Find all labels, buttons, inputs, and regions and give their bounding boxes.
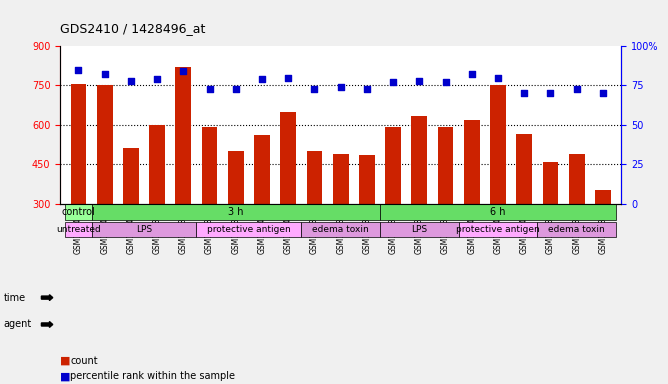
Point (204, 86, 215, 92)
Bar (595, 190, 611, 282)
Bar (149, 125, 165, 282)
FancyBboxPatch shape (196, 222, 301, 237)
FancyBboxPatch shape (92, 222, 196, 237)
Point (545, 90, 556, 96)
Bar (516, 134, 532, 282)
Point (440, 79, 451, 85)
Bar (542, 162, 558, 282)
Text: count: count (70, 356, 98, 366)
Text: agent: agent (3, 319, 31, 329)
Bar (359, 155, 375, 282)
Text: GDS2410 / 1428496_at: GDS2410 / 1428496_at (60, 22, 206, 35)
Point (100, 71, 110, 78)
Bar (464, 119, 480, 282)
FancyBboxPatch shape (537, 222, 616, 237)
Text: control: control (61, 207, 96, 217)
FancyBboxPatch shape (380, 222, 459, 237)
Bar (176, 67, 191, 282)
Bar (307, 151, 323, 282)
Text: protective antigen: protective antigen (456, 225, 540, 234)
Text: ■: ■ (60, 371, 71, 381)
Text: 6 h: 6 h (490, 207, 506, 217)
Bar (254, 135, 270, 282)
Bar (333, 154, 349, 282)
Point (230, 86, 241, 92)
Bar (281, 112, 296, 282)
FancyBboxPatch shape (92, 204, 380, 220)
Point (126, 78, 136, 84)
Point (335, 84, 346, 90)
Text: protective antigen: protective antigen (207, 225, 291, 234)
FancyBboxPatch shape (301, 222, 380, 237)
Text: LPS: LPS (136, 225, 152, 234)
Point (152, 76, 162, 82)
Bar (385, 127, 401, 282)
Point (73, 67, 84, 73)
Point (309, 86, 320, 92)
Point (178, 68, 188, 74)
Bar (97, 86, 113, 282)
Point (519, 90, 530, 96)
Bar (490, 86, 506, 282)
FancyBboxPatch shape (459, 222, 537, 237)
Point (257, 76, 267, 82)
Bar (228, 151, 244, 282)
Text: 3 h: 3 h (228, 207, 244, 217)
Bar (123, 149, 139, 282)
Point (598, 90, 609, 96)
Text: LPS: LPS (411, 225, 428, 234)
Bar (202, 127, 218, 282)
FancyBboxPatch shape (380, 204, 616, 220)
FancyBboxPatch shape (65, 204, 92, 220)
Point (466, 71, 477, 78)
Text: ■: ■ (60, 356, 71, 366)
Point (493, 74, 504, 81)
Bar (438, 127, 454, 282)
Bar (411, 116, 428, 282)
Bar (71, 84, 86, 282)
Point (283, 74, 293, 81)
Point (388, 79, 399, 85)
Text: edema toxin: edema toxin (548, 225, 605, 234)
Point (571, 86, 582, 92)
Text: edema toxin: edema toxin (313, 225, 369, 234)
FancyBboxPatch shape (65, 222, 92, 237)
Bar (568, 154, 584, 282)
Text: percentile rank within the sample: percentile rank within the sample (70, 371, 235, 381)
Point (414, 78, 425, 84)
Point (361, 86, 372, 92)
Text: time: time (3, 293, 25, 303)
Text: untreated: untreated (56, 225, 101, 234)
